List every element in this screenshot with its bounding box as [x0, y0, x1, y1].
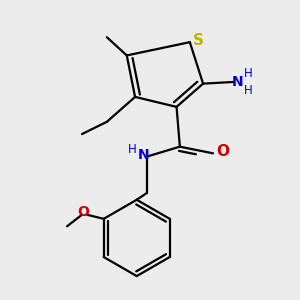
Text: H: H: [244, 84, 252, 97]
Text: N: N: [232, 75, 244, 89]
Text: N: N: [138, 148, 149, 162]
Text: O: O: [216, 144, 229, 159]
Text: O: O: [78, 205, 90, 219]
Text: H: H: [244, 67, 252, 80]
Text: S: S: [193, 33, 204, 48]
Text: H: H: [128, 143, 136, 156]
